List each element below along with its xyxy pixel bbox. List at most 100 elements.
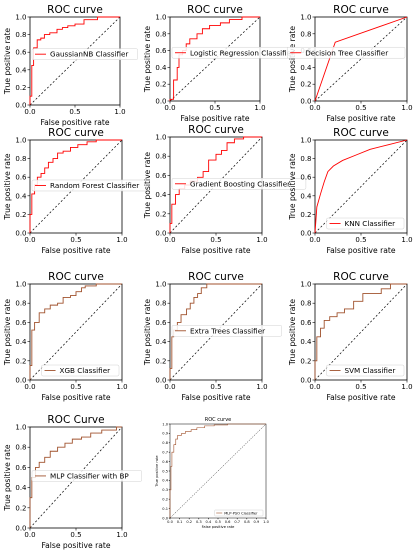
y-axis-label: True positive rate xyxy=(3,153,12,220)
x-tick-label: 0.0 xyxy=(164,104,175,112)
x-tick-label: 0.0 xyxy=(24,236,35,244)
legend: KNN Classifier xyxy=(326,217,405,230)
x-tick-label: 1.0 xyxy=(401,383,412,391)
chance-diagonal xyxy=(169,16,261,102)
chance-diagonal xyxy=(29,16,121,106)
y-tick-label: 0.2 xyxy=(15,211,26,219)
y-tick-label: 0.4 xyxy=(155,338,167,346)
y-tick-label: 0.4 xyxy=(300,192,312,200)
y-tick-label: 1.0 xyxy=(155,280,166,288)
chart-title: ROC curve xyxy=(188,124,244,136)
roc-series-line xyxy=(29,283,122,380)
legend: Gradient Boosting Classifier xyxy=(171,178,307,190)
y-tick-label: 1.0 xyxy=(15,280,26,288)
y-tick-label: 0.6 xyxy=(15,49,27,57)
roc-chart-10: 0.0 0.5 1.0 0.0 0.2 0.4 0.6 0.8 1.0 ROC Curve Fals… xyxy=(3,414,142,550)
x-tick-label: 0.5 xyxy=(70,383,81,391)
y-tick-label: 0.0 xyxy=(15,524,26,532)
y-tick-label: 0.8 xyxy=(155,300,166,308)
x-axis-label: False positive rate xyxy=(180,114,249,123)
x-tick-label: 0.5 xyxy=(209,104,220,112)
y-tick-label: 0.1 xyxy=(162,507,168,511)
plot-frame xyxy=(29,283,123,381)
legend-box xyxy=(214,509,264,517)
x-tick-label: 0.1 xyxy=(177,520,183,524)
x-tick-label: 1.0 xyxy=(256,383,267,391)
y-tick-label: 0.2 xyxy=(155,81,166,89)
y-tick-label: 0.2 xyxy=(300,211,311,219)
legend-label: GaussianNB Classifier xyxy=(50,50,128,59)
y-tick-label: 0.5 xyxy=(162,469,168,473)
chart-title: ROC curve xyxy=(187,4,243,16)
x-tick-label: 0.2 xyxy=(186,520,192,524)
x-axis-label: False positive rate xyxy=(41,393,110,402)
y-tick-label: 0.2 xyxy=(155,210,166,218)
plot-frame xyxy=(314,283,408,381)
roc-chart-2: 0.0 0.5 1.0 0.0 0.2 0.4 0.6 0.8 1.0 ROC curve Fals… xyxy=(143,4,315,123)
x-tick-label: 0.0 xyxy=(164,236,175,244)
legend-label: SVM Classifier xyxy=(345,366,396,375)
y-tick-label: 0.0 xyxy=(155,97,166,105)
chart-title: ROC curve xyxy=(333,271,389,283)
y-tick-label: 0.2 xyxy=(300,81,311,89)
roc-chart-11: 0.0 0.1 0.2 0.3 0.4 0.5 0.6 0.7 0.8 0.9 1.00.00.10… xyxy=(155,417,270,529)
x-tick-label: 0.5 xyxy=(210,383,221,391)
x-tick-label: 1.0 xyxy=(256,236,267,244)
x-tick-label: 0.5 xyxy=(355,104,366,112)
y-tick-label: 0.2 xyxy=(162,497,168,501)
legend-box xyxy=(171,178,307,190)
chart-title: ROC curve xyxy=(48,271,104,283)
y-tick-label: 0.4 xyxy=(15,338,27,346)
legend: XGB Classifier xyxy=(41,364,120,377)
x-tick-label: 1.0 xyxy=(263,520,269,524)
roc-series-line xyxy=(169,16,260,101)
x-axis-label: False positive rate xyxy=(326,393,395,402)
y-tick-label: 0.0 xyxy=(15,376,26,384)
x-tick-label: 0.5 xyxy=(69,108,80,116)
y-tick-label: 0.6 xyxy=(155,319,167,327)
x-tick-label: 1.0 xyxy=(254,104,265,112)
roc-series-line xyxy=(169,423,266,518)
chart-title: ROC curve xyxy=(48,127,104,139)
legend-label: KNN Classifier xyxy=(345,219,396,228)
y-tick-label: 0.8 xyxy=(15,155,26,163)
y-tick-label: 0.2 xyxy=(300,357,311,365)
y-tick-label: 0.6 xyxy=(15,174,27,182)
y-tick-label: 0.6 xyxy=(15,464,27,472)
roc-chart-8: 0.0 0.5 1.0 0.0 0.2 0.4 0.6 0.8 1.0 ROC curve Fals… xyxy=(143,271,282,402)
y-axis-label: True positive rate xyxy=(155,455,159,488)
legend: Random Forest Classifier xyxy=(31,179,151,192)
y-tick-label: 1.0 xyxy=(15,13,26,21)
legend: SVM Classifier xyxy=(326,364,405,377)
legend-label: Logistic Regression Classifier xyxy=(190,48,294,57)
x-tick-label: 0.8 xyxy=(244,520,250,524)
x-tick-label: 1.0 xyxy=(401,236,412,244)
x-tick-label: 0.6 xyxy=(225,520,231,524)
y-tick-label: 0.8 xyxy=(15,444,26,452)
y-tick-label: 1.0 xyxy=(162,422,168,426)
y-tick-label: 0.0 xyxy=(300,376,311,384)
x-axis-label: False positive rate xyxy=(181,246,250,255)
y-tick-label: 0.0 xyxy=(162,516,168,520)
roc-series-line xyxy=(314,283,407,380)
y-tick-label: 0.4 xyxy=(162,479,168,483)
legend-box xyxy=(171,325,282,337)
roc-series-line xyxy=(169,283,262,380)
x-tick-label: 0.0 xyxy=(164,383,175,391)
y-tick-label: 1.0 xyxy=(15,423,26,431)
x-tick-label: 0.0 xyxy=(24,383,35,391)
roc-chart-5: 0.0 0.5 1.0 0.0 0.2 0.4 0.6 0.8 1.0 ROC curve Fals… xyxy=(143,124,307,255)
x-axis-label: False positive rate xyxy=(41,246,110,255)
roc-chart-4: 0.0 0.5 1.0 0.0 0.2 0.4 0.6 0.8 1.0 ROC curve Fals… xyxy=(3,127,151,255)
y-tick-label: 1.0 xyxy=(155,13,166,21)
y-axis-label: True positive rate xyxy=(143,152,152,219)
x-axis-label: False positive rate xyxy=(41,541,110,550)
legend-label: Decision Tree Classifier xyxy=(305,48,388,57)
y-axis-label: True positive rate xyxy=(143,26,152,93)
y-tick-label: 0.2 xyxy=(155,357,166,365)
y-tick-label: 0.6 xyxy=(155,172,167,180)
roc-chart-9: 0.0 0.5 1.0 0.0 0.2 0.4 0.6 0.8 1.0 ROC curve Fals… xyxy=(288,271,413,402)
legend: GaussianNB Classifier xyxy=(31,48,138,60)
y-tick-label: 0.0 xyxy=(15,101,26,109)
